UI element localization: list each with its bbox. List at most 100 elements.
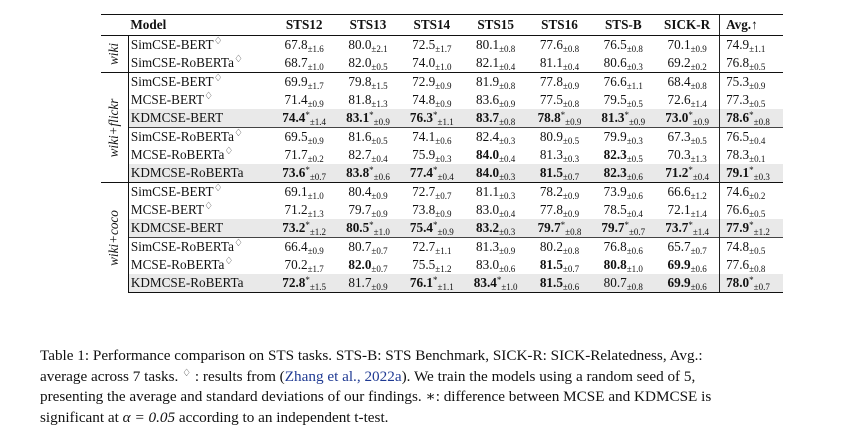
- score-cell: 82.7±0.4: [336, 146, 400, 164]
- score-cell: 69.2±0.2: [655, 54, 719, 73]
- std-dev: ±0.8: [749, 264, 766, 274]
- avg-cell: 74.9±1.1: [719, 35, 783, 54]
- asterisk-symbol: ∗: [425, 389, 436, 405]
- std-dev: ±0.4: [692, 172, 710, 182]
- score-cell: 72.6±1.4: [655, 91, 719, 109]
- table-row: KDMCSE-BERT 74.4*±1.4 83.1*±0.9 76.3*±1.1 83…: [101, 109, 783, 128]
- score-cell: 83.0±0.4: [464, 201, 528, 219]
- significance-mark: *: [305, 165, 310, 175]
- score-cell: 77.4*±0.4: [399, 164, 464, 183]
- std-dev: ±0.4: [749, 136, 766, 146]
- score-value: 80.4: [348, 184, 372, 199]
- std-dev: ±0.3: [626, 136, 643, 146]
- std-dev: ±2.1: [371, 44, 388, 54]
- score-value: 84.0: [476, 147, 500, 162]
- citation-link[interactable]: Zhang et al., 2022a: [284, 367, 402, 385]
- score-value: 76.5: [603, 37, 627, 52]
- score-value: 69.9: [667, 275, 691, 290]
- score-value: 81.7: [348, 275, 372, 290]
- score-value: 81.1: [539, 55, 563, 70]
- table-row: MCSE-BERT♢ 71.4±0.9 81.8±1.3 74.8±0.9 83.6±0…: [101, 91, 783, 109]
- section-label: wiki+flickr: [106, 98, 122, 157]
- score-cell: 81.9±0.8: [463, 72, 528, 91]
- score-value: 69.1: [284, 184, 308, 199]
- section-label: wiki: [106, 43, 122, 65]
- score-cell: 82.0±0.5: [336, 54, 400, 73]
- score-value: 73.8: [412, 202, 436, 217]
- significance-mark: *: [688, 110, 693, 120]
- avg-cell: 78.0*±0.7: [719, 274, 783, 293]
- score-value: 80.0: [348, 37, 372, 52]
- std-dev: ±0.8: [690, 81, 707, 91]
- table-row: KDMCSE-RoBERTa 73.6*±0.7 83.8*±0.6 77.4*±0.…: [101, 164, 783, 183]
- score-cell: 74.8±0.9: [400, 91, 464, 109]
- table-row: MCSE-BERT♢ 71.2±1.3 79.7±0.9 73.8±0.9 83.0±0…: [101, 201, 783, 219]
- score-cell: 74.0±1.0: [400, 54, 464, 73]
- score-cell: 82.1±0.4: [464, 54, 528, 73]
- section-label-cell: wiki+coco: [101, 182, 129, 293]
- std-dev: ±0.3: [499, 136, 516, 146]
- std-dev: ±0.4: [499, 62, 516, 72]
- score-cell: 69.9±1.7: [272, 72, 337, 91]
- std-dev: ±0.4: [371, 154, 388, 164]
- score-value: 83.1: [346, 110, 370, 125]
- score-cell: 69.9±0.6: [655, 256, 719, 274]
- score-cell: 79.8±1.5: [336, 72, 400, 91]
- std-dev: ±1.0: [373, 227, 390, 237]
- score-cell: 71.4±0.9: [272, 91, 336, 109]
- std-dev: ±1.1: [437, 282, 454, 292]
- model-name: KDMCSE-BERT: [130, 220, 224, 235]
- table-row: SimCSE-RoBERTa♢ 68.7±1.0 82.0±0.5 74.0±1.0 8…: [101, 54, 783, 73]
- score-value: 73.2: [282, 220, 306, 235]
- score-cell: 68.7±1.0: [272, 54, 336, 73]
- caption-l3: presenting the average and standard devi…: [40, 388, 422, 405]
- significance-mark: *: [749, 275, 754, 285]
- score-value: 74.0: [412, 55, 436, 70]
- std-dev: ±1.1: [749, 44, 766, 54]
- score-cell: 66.6±1.2: [655, 182, 720, 201]
- score-value: 67.8: [284, 37, 308, 52]
- std-dev: ±1.0: [307, 62, 324, 72]
- std-dev: ±0.9: [562, 191, 580, 201]
- score-value: 76.3: [409, 110, 433, 125]
- score-cell: 81.8±1.3: [336, 91, 400, 109]
- score-cell: 73.8±0.9: [400, 201, 464, 219]
- std-dev: ±0.5: [626, 99, 643, 109]
- score-cell: 78.2±0.9: [527, 182, 592, 201]
- avg-cell: 75.3±0.9: [719, 72, 783, 91]
- score-cell: 65.7±0.7: [655, 237, 720, 256]
- std-dev: ±1.4: [309, 117, 327, 127]
- std-dev: ±0.4: [499, 209, 516, 219]
- avg-cell: 74.6±0.2: [719, 182, 783, 201]
- score-cell: 75.5±1.2: [400, 256, 464, 274]
- significance-mark: *: [305, 220, 310, 230]
- score-cell: 70.2±1.7: [272, 256, 336, 274]
- std-dev: ±0.9: [562, 209, 580, 219]
- table-body: wiki SimCSE-BERT♢ 67.8±1.6 80.0±2.1 72.5±1.7…: [101, 35, 783, 293]
- std-dev: ±0.5: [749, 62, 766, 72]
- score-cell: 73.6*±0.7: [272, 164, 337, 183]
- score-value: 80.7: [603, 275, 627, 290]
- std-dev: ±0.7: [690, 246, 707, 256]
- table-row: wiki SimCSE-BERT♢ 67.8±1.6 80.0±2.1 72.5±1.7…: [101, 35, 783, 73]
- score-cell: 66.4±0.9: [272, 237, 337, 256]
- caption-l3-post: : difference between MCSE and KDMCSE is: [435, 388, 712, 405]
- score-value: 80.9: [539, 129, 563, 144]
- table-row: MCSE-RoBERTa♢ 70.2±1.7 82.0±0.7 75.5±1.2 83.…: [101, 256, 783, 274]
- std-dev: ±1.4: [690, 209, 707, 219]
- score-value: 81.8: [348, 92, 372, 107]
- model-name: SimCSE-RoBERTa: [130, 239, 234, 254]
- score-value: 65.7: [667, 239, 691, 254]
- score-cell: 72.9±0.9: [399, 72, 464, 91]
- table-row: wiki+coco SimCSE-BERT♢ 69.1±1.0 80.4±0.9 72.…: [101, 182, 783, 293]
- score-cell: 70.3±1.3: [655, 146, 719, 164]
- score-value: 73.0: [665, 110, 689, 125]
- score-cell: 82.4±0.3: [463, 127, 528, 146]
- score-value: 72.6: [667, 92, 691, 107]
- score-cell: 74.1±0.6: [399, 127, 464, 146]
- table-row: MCSE-RoBERTa♢ 71.7±0.2 82.7±0.4 75.9±0.3 84.…: [101, 146, 783, 164]
- std-dev: ±0.8: [562, 99, 580, 109]
- diamond-symbol: ♢: [224, 146, 234, 157]
- score-cell: 79.5±0.5: [591, 91, 655, 109]
- score-cell: 83.6±0.9: [464, 91, 528, 109]
